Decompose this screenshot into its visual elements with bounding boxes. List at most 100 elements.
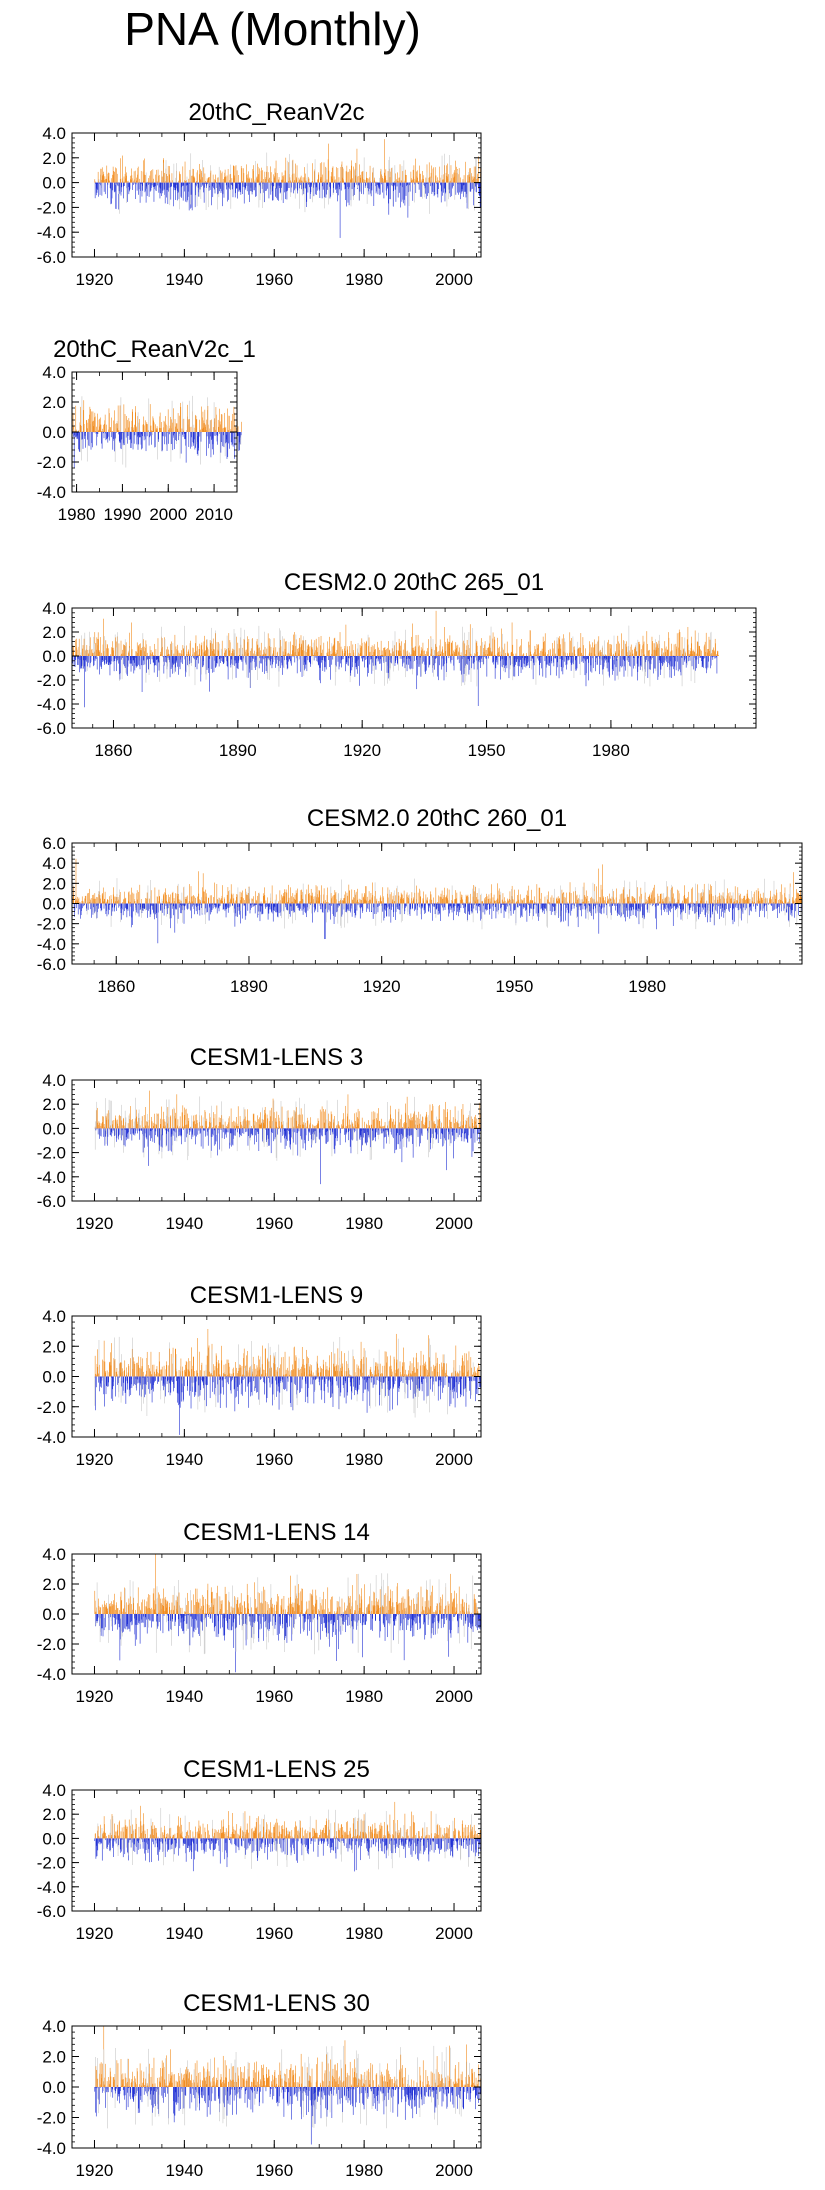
bar <box>356 656 357 667</box>
bar <box>610 648 611 656</box>
bar <box>252 182 253 193</box>
bar <box>103 903 105 909</box>
bar <box>334 894 335 904</box>
bar <box>265 656 267 672</box>
bar <box>321 162 323 183</box>
bar <box>105 903 107 915</box>
bar <box>197 170 198 183</box>
bar <box>558 637 559 656</box>
bar <box>77 432 78 436</box>
bar <box>350 903 351 913</box>
bar <box>285 182 286 200</box>
bar <box>87 902 89 904</box>
bar <box>559 639 560 656</box>
bar <box>571 652 573 656</box>
bar <box>260 182 261 194</box>
bar <box>313 182 314 188</box>
bar <box>234 656 236 661</box>
bar <box>708 656 709 662</box>
bar <box>76 647 78 656</box>
bar <box>332 178 333 183</box>
bar <box>306 903 307 918</box>
bar <box>640 656 641 661</box>
bar <box>211 648 213 656</box>
bar <box>500 656 501 680</box>
bar <box>213 182 215 185</box>
bar <box>212 427 214 432</box>
bar <box>250 648 252 656</box>
bar <box>380 182 382 185</box>
bar <box>122 155 123 183</box>
bar <box>495 654 496 656</box>
bar <box>117 902 118 904</box>
bar <box>648 650 649 656</box>
bar <box>302 181 303 183</box>
bar <box>559 636 561 656</box>
bar <box>496 656 498 663</box>
bar <box>392 652 393 656</box>
bar <box>220 414 222 432</box>
bar <box>206 903 208 913</box>
bar <box>311 639 312 656</box>
bar <box>82 903 83 909</box>
bar <box>388 656 390 660</box>
bar <box>440 182 442 203</box>
bar <box>145 174 146 183</box>
bar <box>262 893 264 904</box>
bar <box>664 656 665 663</box>
y-tick-label: 2.0 <box>42 623 66 642</box>
bar <box>125 178 127 183</box>
bar <box>170 894 172 904</box>
bar <box>105 901 107 904</box>
bar <box>186 182 188 203</box>
bar <box>173 432 175 450</box>
bar <box>304 656 306 663</box>
bar <box>415 182 417 193</box>
bar <box>190 656 192 663</box>
bar <box>436 182 438 195</box>
bar <box>237 656 239 670</box>
bar <box>118 899 119 904</box>
bar <box>132 903 133 925</box>
bar <box>569 656 571 657</box>
bar <box>120 903 122 913</box>
bar <box>182 432 184 437</box>
bar <box>285 641 287 656</box>
bar <box>307 903 308 908</box>
bar <box>142 903 143 908</box>
bar <box>296 165 298 183</box>
bar <box>397 180 399 183</box>
bar <box>72 645 74 656</box>
bar <box>268 179 269 183</box>
bar <box>531 654 532 656</box>
bar <box>131 168 132 183</box>
bar <box>350 656 352 676</box>
bar <box>656 649 658 656</box>
bar <box>236 897 237 904</box>
bar <box>540 656 541 663</box>
bar <box>111 182 113 199</box>
bar <box>685 656 687 668</box>
bar <box>115 903 116 906</box>
bar <box>576 656 577 659</box>
bar <box>94 656 96 661</box>
bar <box>133 180 135 183</box>
bar <box>230 656 231 665</box>
bar <box>445 182 447 193</box>
bar <box>233 406 235 432</box>
bar <box>434 167 436 183</box>
bar <box>231 178 233 183</box>
bar <box>292 644 293 656</box>
bar <box>139 432 141 438</box>
bar <box>114 410 115 432</box>
bar <box>304 656 305 671</box>
bar <box>522 654 523 656</box>
bar <box>399 656 401 659</box>
bar <box>289 903 290 914</box>
bar <box>253 896 254 904</box>
bar <box>78 656 79 659</box>
bar <box>393 182 395 187</box>
bar <box>537 648 538 656</box>
bar <box>447 641 449 656</box>
bar <box>306 889 308 904</box>
